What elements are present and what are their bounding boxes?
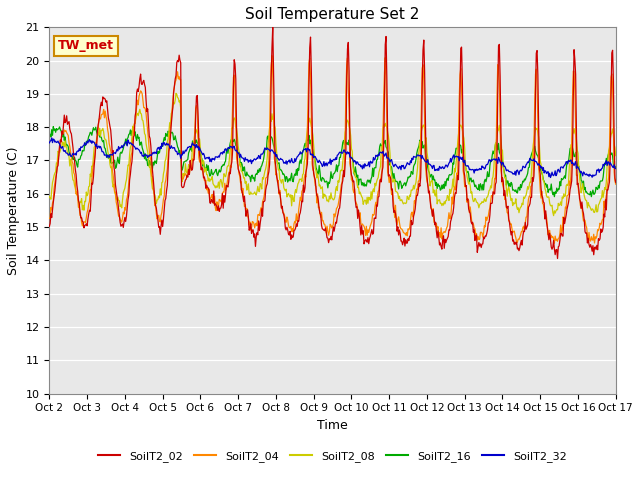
Y-axis label: Soil Temperature (C): Soil Temperature (C) <box>7 146 20 275</box>
X-axis label: Time: Time <box>317 419 348 432</box>
Text: TW_met: TW_met <box>58 39 114 52</box>
Legend: SoilT2_02, SoilT2_04, SoilT2_08, SoilT2_16, SoilT2_32: SoilT2_02, SoilT2_04, SoilT2_08, SoilT2_… <box>94 447 572 467</box>
Title: Soil Temperature Set 2: Soil Temperature Set 2 <box>245 7 420 22</box>
